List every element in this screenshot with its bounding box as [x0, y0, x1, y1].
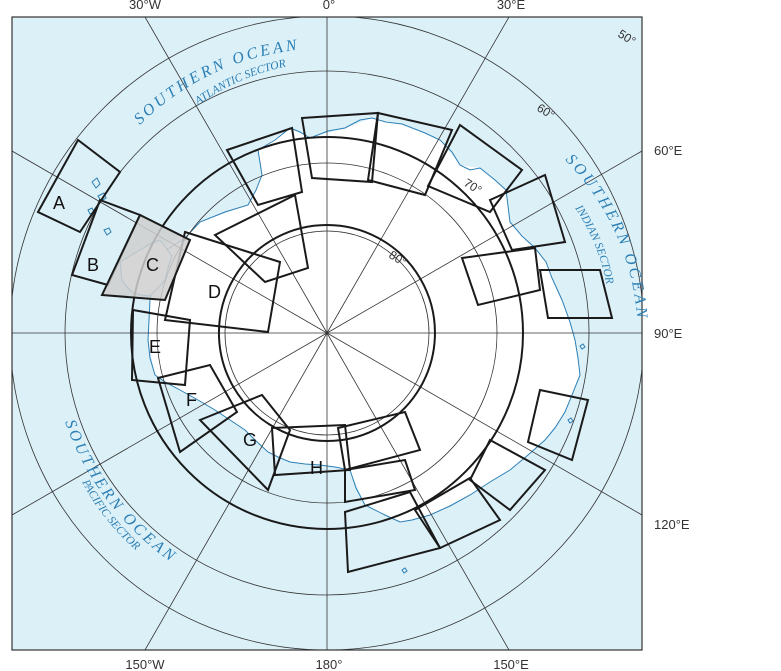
lon-label-30w: 30°W — [129, 0, 162, 12]
longitude-labels: 30°W 0° 30°E 60°E 90°E 120°E 150°W 180° … — [125, 0, 689, 671]
sector-label-h: H — [310, 458, 323, 478]
sector-label-c: C — [146, 255, 159, 275]
lon-label-60e: 60°E — [654, 143, 683, 158]
lon-label-90e: 90°E — [654, 326, 683, 341]
sector-label-g: G — [243, 430, 257, 450]
lon-label-150w: 150°W — [125, 657, 165, 671]
island-group — [87, 177, 112, 236]
sector-boundaries — [36, 111, 614, 574]
sector-label-b: B — [87, 255, 99, 275]
sector-label-a: A — [53, 193, 65, 213]
antarctica-landmass — [148, 118, 580, 522]
lon-label-150e: 150°E — [493, 657, 529, 671]
antarctica-coastline — [147, 117, 581, 523]
map-frame — [11, 16, 643, 651]
sector-label-e: E — [149, 337, 161, 357]
sector-labels: A B C D E F G H — [53, 193, 323, 478]
sector-label-d: D — [208, 282, 221, 302]
meridian-lines — [12, 17, 642, 650]
lon-label-120e: 120°E — [654, 517, 690, 532]
sector-c-highlight — [100, 213, 192, 302]
lon-label-0: 0° — [323, 0, 335, 12]
east-coast-islands — [401, 343, 586, 574]
lon-label-180: 180° — [316, 657, 343, 671]
sector-label-f: F — [186, 390, 197, 410]
lon-label-30e: 30°E — [497, 0, 526, 12]
